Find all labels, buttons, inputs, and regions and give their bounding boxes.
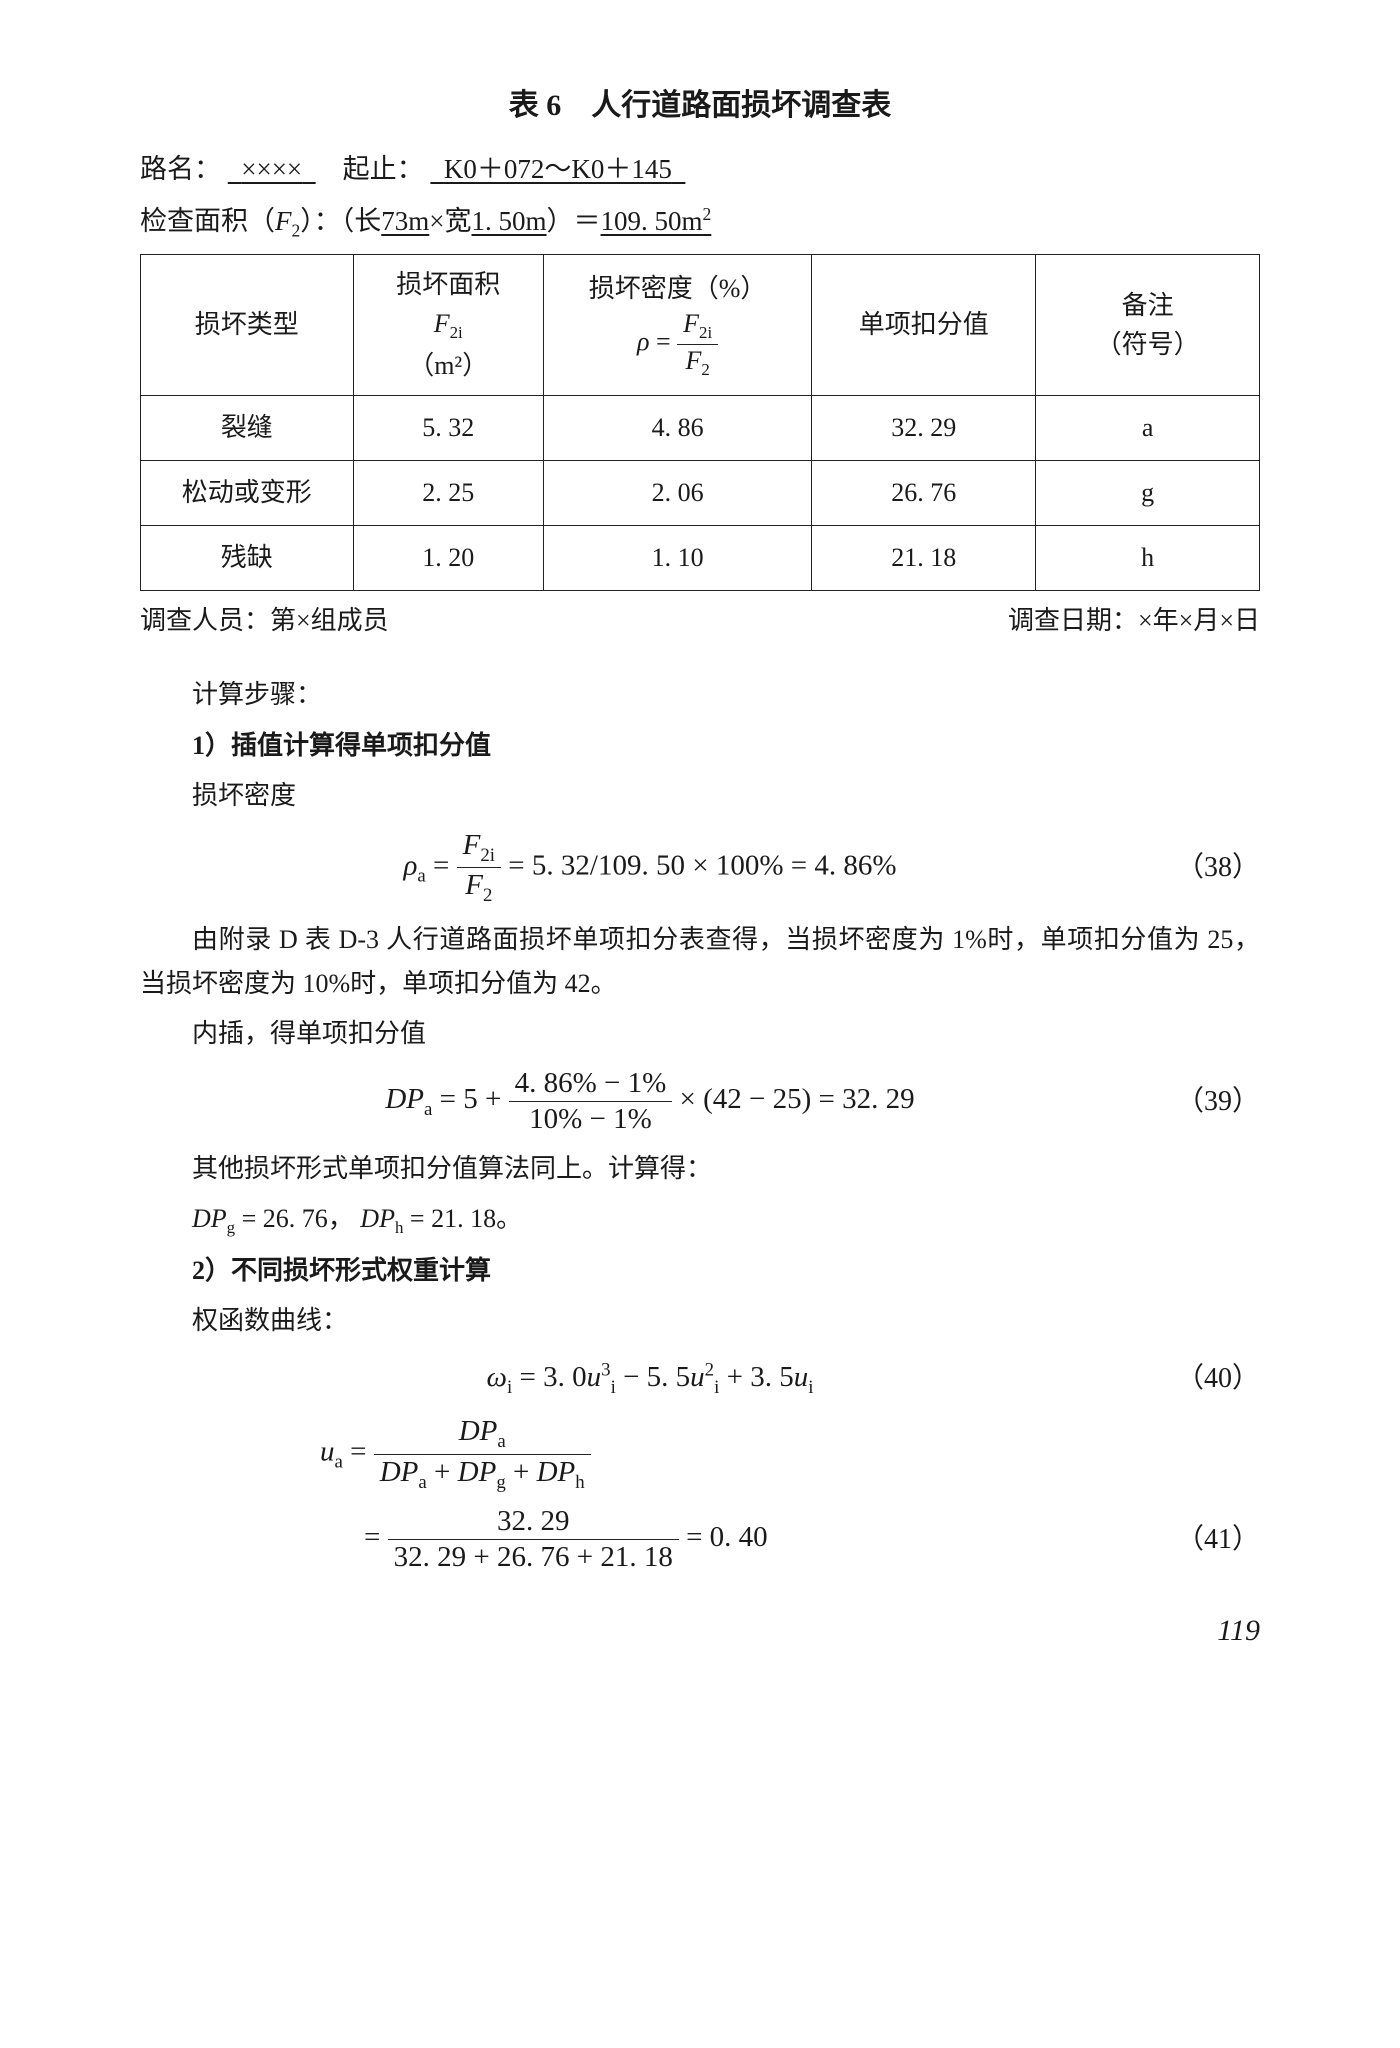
interp-label: 内插，得单项扣分值 xyxy=(140,1012,1260,1056)
road-line: 路名： ×××× 起止： K0＋072～K0＋145 xyxy=(140,147,1260,193)
cell-type: 裂缝 xyxy=(141,395,354,460)
cell-dens: 1. 10 xyxy=(543,526,812,591)
cell-dens: 4. 86 xyxy=(543,395,812,460)
table-row: 残缺 1. 20 1. 10 21. 18 h xyxy=(141,526,1260,591)
equation-39: DPa = 5 + 4. 86% − 1%10% − 1% × (42 − 25… xyxy=(140,1066,1260,1137)
cell-area: 5. 32 xyxy=(353,395,543,460)
eqnum-41: （41） xyxy=(1160,1516,1260,1564)
road-value: ×××× xyxy=(228,154,316,184)
col-type: 损坏类型 xyxy=(141,255,354,396)
eqnum-39: （39） xyxy=(1160,1078,1260,1126)
col-dp: 单项扣分值 xyxy=(812,255,1036,396)
equation-38: ρa = F2iF2 = 5. 32/109. 50 × 100% = 4. 8… xyxy=(140,828,1260,908)
para-other: 其他损坏形式单项扣分值算法同上。计算得： xyxy=(140,1147,1260,1191)
range-label: 起止： xyxy=(343,154,424,184)
cell-dp: 32. 29 xyxy=(812,395,1036,460)
cell-area: 1. 20 xyxy=(353,526,543,591)
cell-dp: 26. 76 xyxy=(812,460,1036,525)
table-row: 松动或变形 2. 25 2. 06 26. 76 g xyxy=(141,460,1260,525)
equation-40: ωi = 3. 0u3i − 5. 5u2i + 3. 5ui （40） xyxy=(140,1353,1260,1404)
dp-values: DPg = 26. 76， DPh = 21. 18。 xyxy=(140,1197,1260,1243)
cell-area: 2. 25 xyxy=(353,460,543,525)
cell-sym: h xyxy=(1036,526,1260,591)
weight-label: 权函数曲线： xyxy=(140,1299,1260,1343)
cell-type: 松动或变形 xyxy=(141,460,354,525)
col-note: 备注（符号） xyxy=(1036,255,1260,396)
table-row: 裂缝 5. 32 4. 86 32. 29 a xyxy=(141,395,1260,460)
table-header-row: 损坏类型 损坏面积 F2i （m²） 损坏密度（%） ρ = F2iF2 单项扣… xyxy=(141,255,1260,396)
range-value: K0＋072～K0＋145 xyxy=(430,154,685,184)
cell-type: 残缺 xyxy=(141,526,354,591)
cell-dens: 2. 06 xyxy=(543,460,812,525)
eqnum-40: （40） xyxy=(1160,1355,1260,1403)
road-label: 路名： xyxy=(140,154,221,184)
equation-41-line2: = 32. 2932. 29 + 26. 76 + 21. 18 = 0. 40… xyxy=(140,1504,1260,1575)
damage-table: 损坏类型 损坏面积 F2i （m²） 损坏密度（%） ρ = F2iF2 单项扣… xyxy=(140,254,1260,591)
step-2: 2）不同损坏形式权重计算 xyxy=(140,1249,1260,1293)
equation-41-line1: ua = DPa DPa + DPg + DPh xyxy=(140,1414,1260,1494)
eqnum-38: （38） xyxy=(1160,844,1260,892)
table-title: 表 6 人行道路面损坏调查表 xyxy=(140,80,1260,131)
surveyor: 调查人员：第×组成员 xyxy=(140,599,389,643)
cell-dp: 21. 18 xyxy=(812,526,1036,591)
area-line: 检查面积（F2）：（长73m×宽1. 50m）＝109. 50m2 xyxy=(140,199,1260,246)
para-lookup: 由附录 D 表 D-3 人行道路面损坏单项扣分表查得，当损坏密度为 1%时，单项… xyxy=(140,918,1260,1006)
steps-heading: 计算步骤： xyxy=(140,673,1260,717)
col-area: 损坏面积 F2i （m²） xyxy=(353,255,543,396)
step-1: 1）插值计算得单项扣分值 xyxy=(140,724,1260,768)
page-number: 119 xyxy=(140,1605,1260,1656)
cell-sym: a xyxy=(1036,395,1260,460)
density-label: 损坏密度 xyxy=(140,774,1260,818)
col-density: 损坏密度（%） ρ = F2iF2 xyxy=(543,255,812,396)
cell-sym: g xyxy=(1036,460,1260,525)
survey-date: 调查日期：×年×月×日 xyxy=(1008,599,1260,643)
